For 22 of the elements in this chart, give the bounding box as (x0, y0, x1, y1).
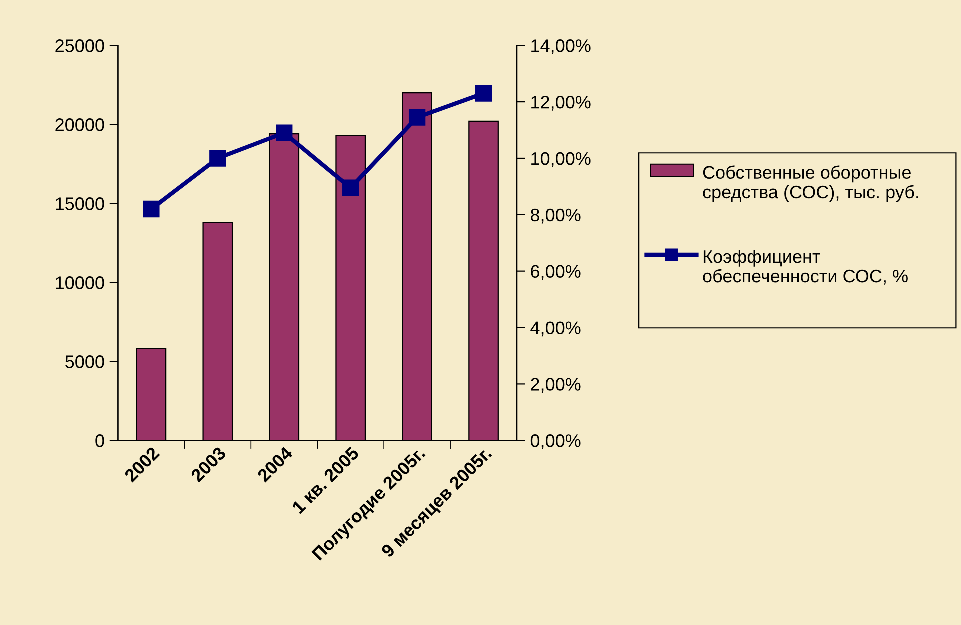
y-tick-label: 15000 (56, 198, 104, 210)
point (475, 85, 492, 102)
y2-tick-label: 6,00% (531, 265, 581, 280)
point (276, 124, 293, 142)
point (143, 200, 160, 218)
y2-tick-label: 8,00% (530, 208, 581, 224)
y-tick-label: 10000 (56, 276, 104, 290)
y-tick-label: 20000 (56, 118, 104, 132)
y2-tick-label: 4,00% (530, 322, 581, 337)
legend-label: Собственные оборотные средства (СОС), тыс. руб. (703, 166, 918, 202)
point (210, 150, 226, 167)
point (342, 180, 360, 196)
y-tick-label: 0 (96, 434, 104, 448)
y2-tick-label: 12,00% (532, 96, 591, 111)
y-tick-label: 25000 (56, 40, 104, 52)
y2-tick-label: 2,00% (531, 378, 581, 394)
point (408, 109, 426, 126)
y2-tick-label: 14,00% (532, 40, 591, 54)
y2-tick-label: 0,00% (530, 434, 581, 450)
y2-tick-label: 10,00% (532, 152, 591, 168)
legend-label: Коэффициент обеспеченности СОС, % (703, 250, 908, 285)
y-tick-label: 5000 (66, 356, 104, 368)
